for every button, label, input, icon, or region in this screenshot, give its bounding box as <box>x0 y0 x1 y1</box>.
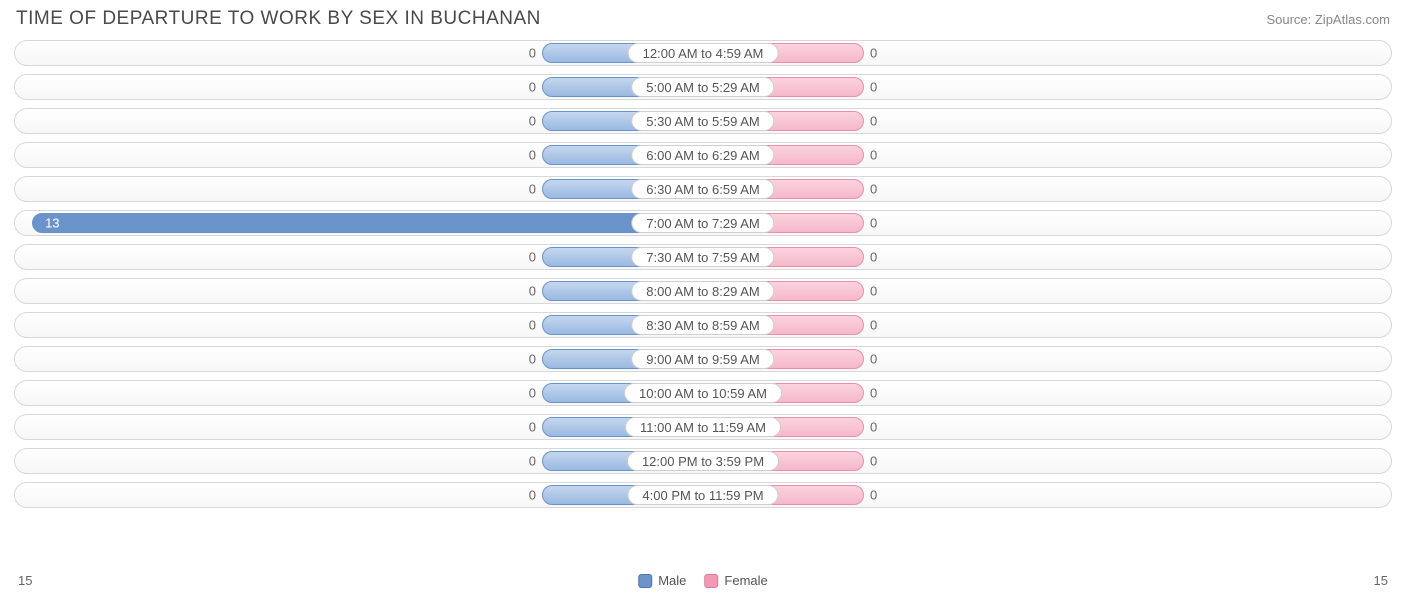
male-value: 0 <box>529 352 536 367</box>
male-value: 0 <box>529 148 536 163</box>
female-value: 0 <box>870 318 877 333</box>
chart-area: 12:00 AM to 4:59 AM 0 0 5:00 AM to 5:29 AM 0… <box>0 34 1406 508</box>
male-value: 0 <box>529 386 536 401</box>
female-value: 0 <box>870 488 877 503</box>
row-category-text: 6:00 AM to 6:29 AM <box>646 148 759 163</box>
row-category-text: 4:00 PM to 11:59 PM <box>642 488 763 503</box>
female-value: 0 <box>870 284 877 299</box>
legend: Male Female <box>638 573 768 588</box>
female-value: 0 <box>870 454 877 469</box>
chart-row: 7:00 AM to 7:29 AM 13 0 <box>14 210 1392 236</box>
female-value: 0 <box>870 216 877 231</box>
female-value: 0 <box>870 148 877 163</box>
row-category-text: 9:00 AM to 9:59 AM <box>646 352 759 367</box>
legend-item: Female <box>704 573 767 588</box>
row-category-label: 5:30 AM to 5:59 AM <box>631 111 774 131</box>
female-value: 0 <box>870 352 877 367</box>
axis-max-right: 15 <box>1374 573 1388 588</box>
legend-swatch <box>704 574 718 588</box>
chart-row: 5:30 AM to 5:59 AM 0 0 <box>14 108 1392 134</box>
row-category-label: 6:00 AM to 6:29 AM <box>631 145 774 165</box>
male-value: 0 <box>529 454 536 469</box>
chart-title: TIME OF DEPARTURE TO WORK BY SEX IN BUCH… <box>16 8 541 30</box>
chart-source: Source: ZipAtlas.com <box>1266 12 1390 27</box>
chart-row: 10:00 AM to 10:59 AM 0 0 <box>14 380 1392 406</box>
chart-header: TIME OF DEPARTURE TO WORK BY SEX IN BUCH… <box>0 0 1406 34</box>
chart-row: 12:00 AM to 4:59 AM 0 0 <box>14 40 1392 66</box>
male-value: 0 <box>529 318 536 333</box>
male-value: 0 <box>529 488 536 503</box>
chart-row: 4:00 PM to 11:59 PM 0 0 <box>14 482 1392 508</box>
row-category-label: 6:30 AM to 6:59 AM <box>631 179 774 199</box>
female-value: 0 <box>870 114 877 129</box>
legend-label: Male <box>658 573 686 588</box>
chart-row: 8:00 AM to 8:29 AM 0 0 <box>14 278 1392 304</box>
female-value: 0 <box>870 182 877 197</box>
male-value: 0 <box>529 250 536 265</box>
female-value: 0 <box>870 80 877 95</box>
row-category-label: 10:00 AM to 10:59 AM <box>624 383 782 403</box>
row-category-text: 7:30 AM to 7:59 AM <box>646 250 759 265</box>
male-value: 0 <box>529 420 536 435</box>
male-value: 0 <box>529 284 536 299</box>
row-category-label: 7:30 AM to 7:59 AM <box>631 247 774 267</box>
row-category-label: 4:00 PM to 11:59 PM <box>627 485 778 505</box>
chart-row: 11:00 AM to 11:59 AM 0 0 <box>14 414 1392 440</box>
row-category-text: 8:30 AM to 8:59 AM <box>646 318 759 333</box>
male-value: 0 <box>529 182 536 197</box>
axis-max-left: 15 <box>18 573 32 588</box>
row-category-text: 5:00 AM to 5:29 AM <box>646 80 759 95</box>
female-value: 0 <box>870 46 877 61</box>
chart-row: 12:00 PM to 3:59 PM 0 0 <box>14 448 1392 474</box>
chart-row: 9:00 AM to 9:59 AM 0 0 <box>14 346 1392 372</box>
legend-item: Male <box>638 573 686 588</box>
male-value: 13 <box>45 216 59 231</box>
row-category-label: 11:00 AM to 11:59 AM <box>625 417 781 437</box>
row-category-label: 12:00 PM to 3:59 PM <box>627 451 779 471</box>
male-value: 0 <box>529 46 536 61</box>
chart-footer: 15 Male Female 15 <box>0 573 1406 588</box>
female-value: 0 <box>870 250 877 265</box>
row-category-label: 12:00 AM to 4:59 AM <box>628 43 779 63</box>
row-category-text: 12:00 PM to 3:59 PM <box>642 454 764 469</box>
chart-row: 5:00 AM to 5:29 AM 0 0 <box>14 74 1392 100</box>
legend-swatch <box>638 574 652 588</box>
chart-row: 6:30 AM to 6:59 AM 0 0 <box>14 176 1392 202</box>
row-category-label: 7:00 AM to 7:29 AM <box>631 213 774 233</box>
male-value: 0 <box>529 80 536 95</box>
male-value: 0 <box>529 114 536 129</box>
row-category-text: 8:00 AM to 8:29 AM <box>646 284 759 299</box>
row-category-text: 12:00 AM to 4:59 AM <box>643 46 764 61</box>
row-category-label: 8:30 AM to 8:59 AM <box>631 315 774 335</box>
female-value: 0 <box>870 386 877 401</box>
chart-row: 7:30 AM to 7:59 AM 0 0 <box>14 244 1392 270</box>
row-category-text: 5:30 AM to 5:59 AM <box>646 114 759 129</box>
row-category-label: 9:00 AM to 9:59 AM <box>631 349 774 369</box>
female-value: 0 <box>870 420 877 435</box>
row-category-text: 7:00 AM to 7:29 AM <box>646 216 759 231</box>
chart-row: 6:00 AM to 6:29 AM 0 0 <box>14 142 1392 168</box>
row-category-label: 8:00 AM to 8:29 AM <box>631 281 774 301</box>
male-bar <box>32 213 703 233</box>
legend-label: Female <box>724 573 767 588</box>
row-category-text: 11:00 AM to 11:59 AM <box>640 420 766 435</box>
row-category-text: 6:30 AM to 6:59 AM <box>646 182 759 197</box>
chart-row: 8:30 AM to 8:59 AM 0 0 <box>14 312 1392 338</box>
row-category-label: 5:00 AM to 5:29 AM <box>631 77 774 97</box>
row-category-text: 10:00 AM to 10:59 AM <box>639 386 767 401</box>
